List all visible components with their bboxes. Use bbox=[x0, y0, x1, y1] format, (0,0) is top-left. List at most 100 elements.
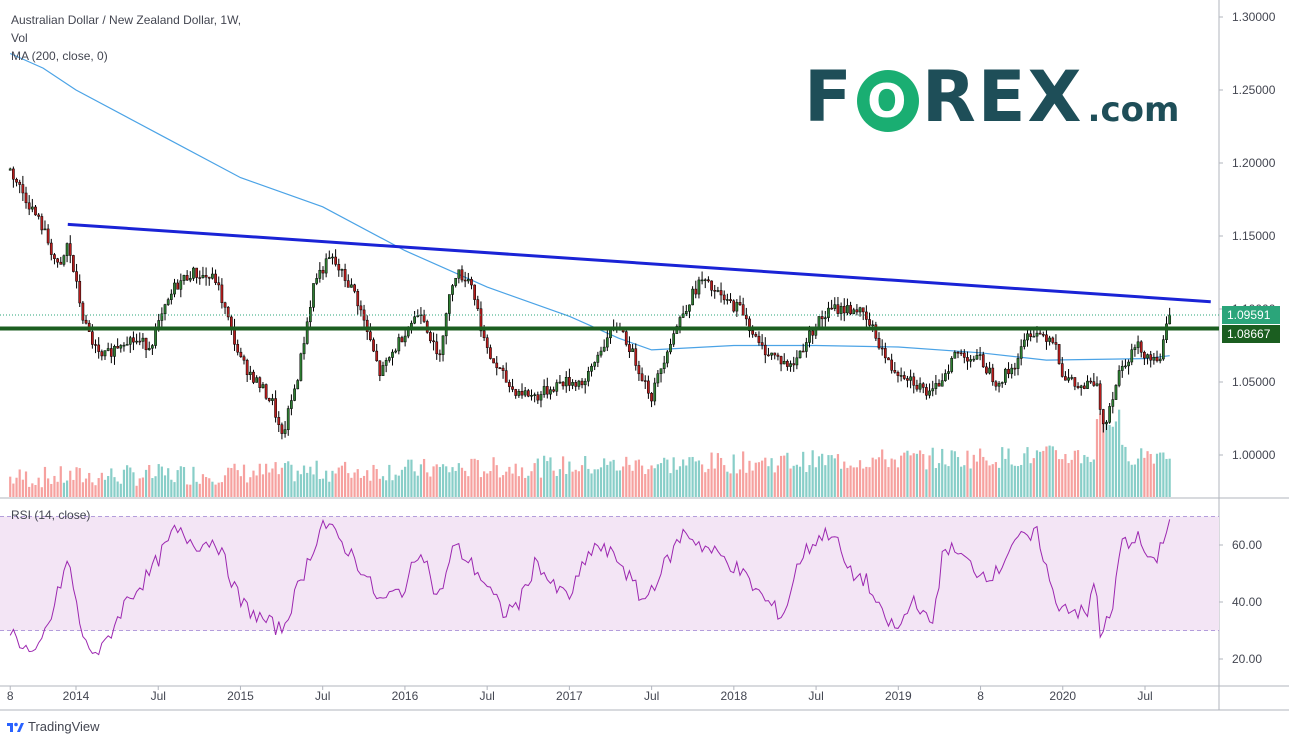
time-tick-label: 2015 bbox=[227, 689, 254, 703]
candle-body bbox=[994, 381, 998, 387]
volume-bar bbox=[694, 461, 697, 497]
volume-bar bbox=[255, 475, 258, 497]
candle-body bbox=[163, 304, 167, 315]
candle-body bbox=[492, 358, 495, 364]
volume-bar bbox=[767, 466, 770, 497]
candle-body bbox=[125, 344, 129, 346]
candle-body bbox=[871, 324, 875, 327]
candle-body bbox=[931, 388, 935, 392]
volume-bar bbox=[119, 483, 122, 497]
candle-body bbox=[637, 365, 641, 375]
legend-moving-average: MA (200, close, 0) bbox=[11, 49, 108, 63]
volume-bar bbox=[1099, 413, 1102, 497]
volume-bar bbox=[299, 474, 302, 497]
candle-body bbox=[773, 352, 777, 356]
candle-body bbox=[574, 382, 578, 387]
volume-bar bbox=[764, 457, 767, 497]
volume-bar bbox=[587, 468, 590, 497]
volume-bar bbox=[195, 481, 198, 497]
volume-bar bbox=[69, 470, 72, 497]
candle-body bbox=[384, 360, 388, 366]
volume-bar bbox=[1092, 459, 1095, 497]
volume-bar bbox=[994, 462, 998, 497]
volume-bar bbox=[571, 471, 574, 497]
volume-bar bbox=[50, 483, 53, 497]
candle-body bbox=[656, 373, 660, 384]
volume-bar bbox=[356, 469, 359, 497]
volume-bar bbox=[1073, 450, 1076, 497]
candle-body bbox=[795, 357, 799, 366]
candle-body bbox=[561, 381, 565, 387]
volume-bar bbox=[350, 477, 353, 497]
volume-bar bbox=[792, 465, 795, 497]
volume-bar bbox=[135, 485, 138, 497]
candle-body bbox=[842, 306, 846, 314]
volume-bar bbox=[1004, 458, 1007, 497]
candle-body bbox=[1013, 367, 1017, 370]
volume-bar bbox=[653, 468, 656, 497]
volume-bar bbox=[1016, 466, 1020, 497]
candle-body bbox=[833, 304, 837, 309]
volume-bar bbox=[543, 455, 546, 497]
time-tick-label: 2018 bbox=[720, 689, 747, 703]
volume-bar bbox=[88, 472, 91, 497]
volume-bar bbox=[198, 483, 201, 497]
candle-body bbox=[397, 337, 401, 352]
tradingview-brand[interactable]: TradingView bbox=[6, 719, 100, 734]
candle-body bbox=[688, 304, 691, 312]
volume-bar bbox=[855, 467, 859, 497]
candle-body bbox=[899, 375, 903, 377]
volume-bar bbox=[388, 464, 391, 497]
candle-body bbox=[1038, 332, 1042, 335]
candle-body bbox=[1070, 377, 1074, 379]
volume-bar bbox=[786, 452, 789, 497]
candle-body bbox=[43, 228, 47, 231]
candle-body bbox=[290, 400, 293, 409]
candle-body bbox=[928, 390, 931, 396]
volume-bar bbox=[176, 470, 179, 497]
volume-bar bbox=[460, 467, 464, 497]
candle-body bbox=[564, 376, 568, 387]
volume-bar bbox=[631, 470, 634, 497]
volume-bar bbox=[776, 465, 780, 497]
candle-body bbox=[517, 391, 521, 396]
volume-bar bbox=[473, 458, 476, 497]
volume-bar bbox=[700, 464, 704, 497]
volume-bar bbox=[467, 476, 470, 497]
candle-body bbox=[81, 302, 85, 321]
candle-body bbox=[15, 179, 18, 183]
volume-bar bbox=[833, 458, 836, 497]
volume-bar bbox=[988, 465, 991, 497]
candle-body bbox=[463, 279, 467, 282]
candle-body bbox=[432, 340, 435, 343]
candle-body bbox=[653, 382, 657, 402]
candle-body bbox=[331, 256, 334, 259]
candle-body bbox=[909, 376, 912, 381]
candle-body bbox=[498, 367, 502, 370]
volume-bar bbox=[274, 462, 277, 497]
volume-bar bbox=[1045, 446, 1048, 497]
resistance-trendline bbox=[67, 222, 1211, 304]
candle-body bbox=[640, 373, 644, 381]
candle-body bbox=[811, 330, 815, 336]
volume-bar bbox=[9, 476, 12, 497]
volume-bar bbox=[265, 463, 268, 497]
candle-body bbox=[448, 294, 451, 314]
volume-bar bbox=[941, 448, 944, 497]
candle-body bbox=[97, 344, 101, 352]
volume-bar bbox=[953, 451, 956, 497]
volume-bar bbox=[1105, 421, 1108, 497]
candle-body bbox=[242, 356, 246, 361]
volume-bar bbox=[634, 460, 637, 497]
candle-body bbox=[596, 354, 600, 363]
volume-bar bbox=[979, 448, 982, 497]
volume-bar bbox=[163, 475, 167, 497]
volume-bar bbox=[637, 459, 641, 497]
time-tick-label: Jul bbox=[644, 689, 659, 703]
volume-bar bbox=[426, 472, 429, 497]
volume-bar bbox=[154, 476, 157, 497]
volume-bar bbox=[552, 470, 555, 497]
candle-body bbox=[1101, 409, 1105, 425]
candle-body bbox=[1041, 334, 1045, 336]
